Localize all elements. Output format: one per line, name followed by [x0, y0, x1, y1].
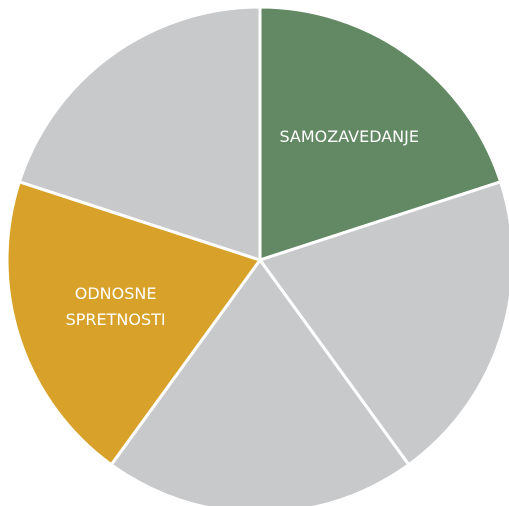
pie-slice [258, 5, 503, 262]
pie-slice [258, 180, 509, 467]
pie-slice [17, 5, 262, 262]
slice-label: ODNOSNE SPRETNOSTI [65, 283, 166, 329]
pie-slice [5, 180, 262, 467]
pie-slice [109, 258, 411, 506]
slice-label: SAMOZAVEDANJE [279, 127, 419, 147]
